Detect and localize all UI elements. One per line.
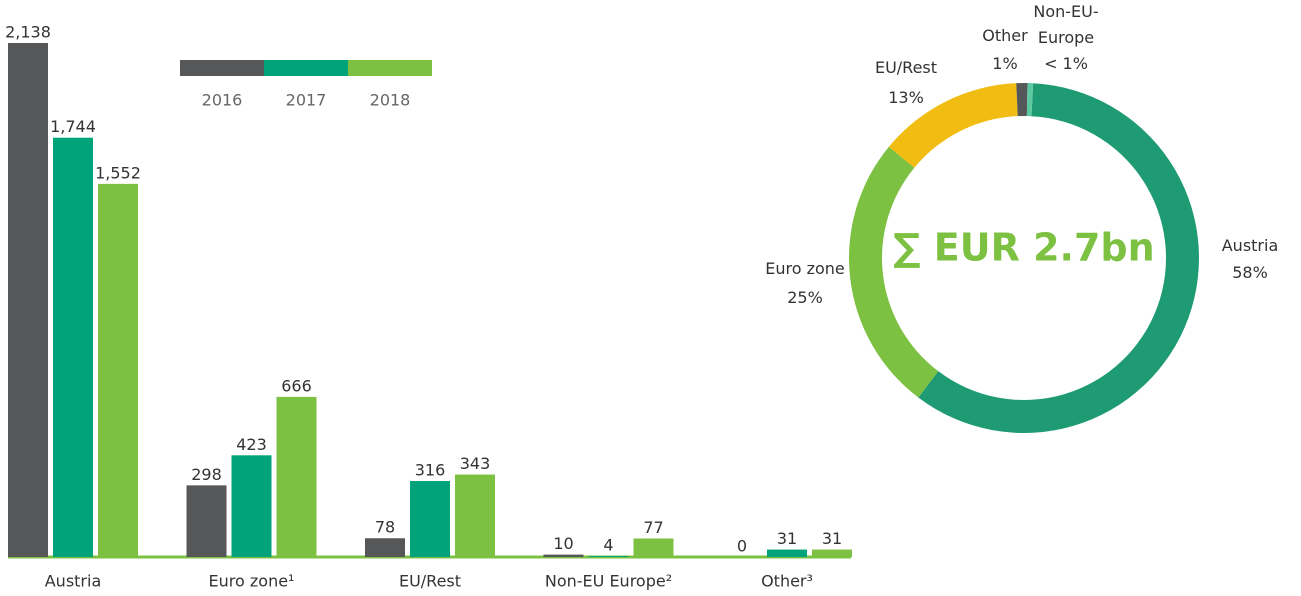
donut-segment (1026, 83, 1034, 117)
segment-value: < 1% (1044, 54, 1088, 73)
value-label: 316 (415, 461, 446, 480)
bar (8, 43, 48, 557)
legend-label: 2017 (286, 91, 327, 110)
bar (455, 474, 495, 557)
bar (543, 554, 584, 557)
bar (588, 556, 629, 557)
bar (231, 455, 272, 557)
bar (767, 549, 807, 557)
legend-swatch (348, 60, 432, 76)
bar (812, 549, 852, 557)
value-label: 423 (236, 435, 267, 454)
segment-label: EU/Rest (874, 58, 938, 77)
segment-value: 1% (992, 54, 1018, 73)
legend-label: 2018 (370, 91, 411, 110)
x-tick-label: Other³ (761, 572, 813, 591)
segment-label: Austria (1221, 236, 1279, 255)
value-label: 4 (603, 536, 613, 555)
value-label: 78 (375, 518, 395, 537)
center-label: ∑ EUR 2.7bn (893, 226, 1154, 270)
value-label: 343 (460, 454, 491, 473)
bar (53, 137, 93, 557)
legend-label: 2016 (202, 91, 243, 110)
bar (633, 538, 674, 557)
donut-segment (1016, 82, 1028, 117)
bar (410, 481, 450, 557)
segment-value: 58% (1232, 263, 1268, 282)
donut-segment (918, 83, 1199, 433)
value-label: 0 (737, 537, 747, 556)
x-tick-label: EU/Rest (399, 572, 461, 591)
legend-swatch (264, 60, 348, 76)
legend-swatch (180, 60, 264, 76)
segment-value: 13% (888, 88, 924, 107)
value-label: 298 (191, 465, 222, 484)
donut-segment (888, 83, 1018, 168)
value-label: 31 (822, 529, 842, 548)
segment-label: Other (982, 26, 1028, 45)
bar (98, 183, 138, 557)
x-tick-label: Austria (45, 572, 102, 591)
bar (186, 485, 227, 557)
value-label: 666 (281, 376, 312, 395)
value-label: 1,744 (50, 117, 96, 136)
value-label: 10 (553, 534, 573, 553)
segment-label: Euro zone (765, 259, 845, 278)
x-tick-label: Euro zone¹ (209, 572, 295, 591)
segment-label: Non-EU-Europe (1033, 2, 1099, 47)
value-label: 1,552 (95, 163, 141, 182)
value-label: 31 (777, 529, 797, 548)
bar (365, 538, 405, 557)
x-tick-label: Non-EU Europe² (545, 572, 672, 591)
value-label: 2,138 (5, 23, 51, 42)
segment-value: 25% (787, 288, 823, 307)
value-label: 77 (643, 518, 663, 537)
bar (276, 396, 317, 557)
donut-segment (849, 146, 939, 398)
